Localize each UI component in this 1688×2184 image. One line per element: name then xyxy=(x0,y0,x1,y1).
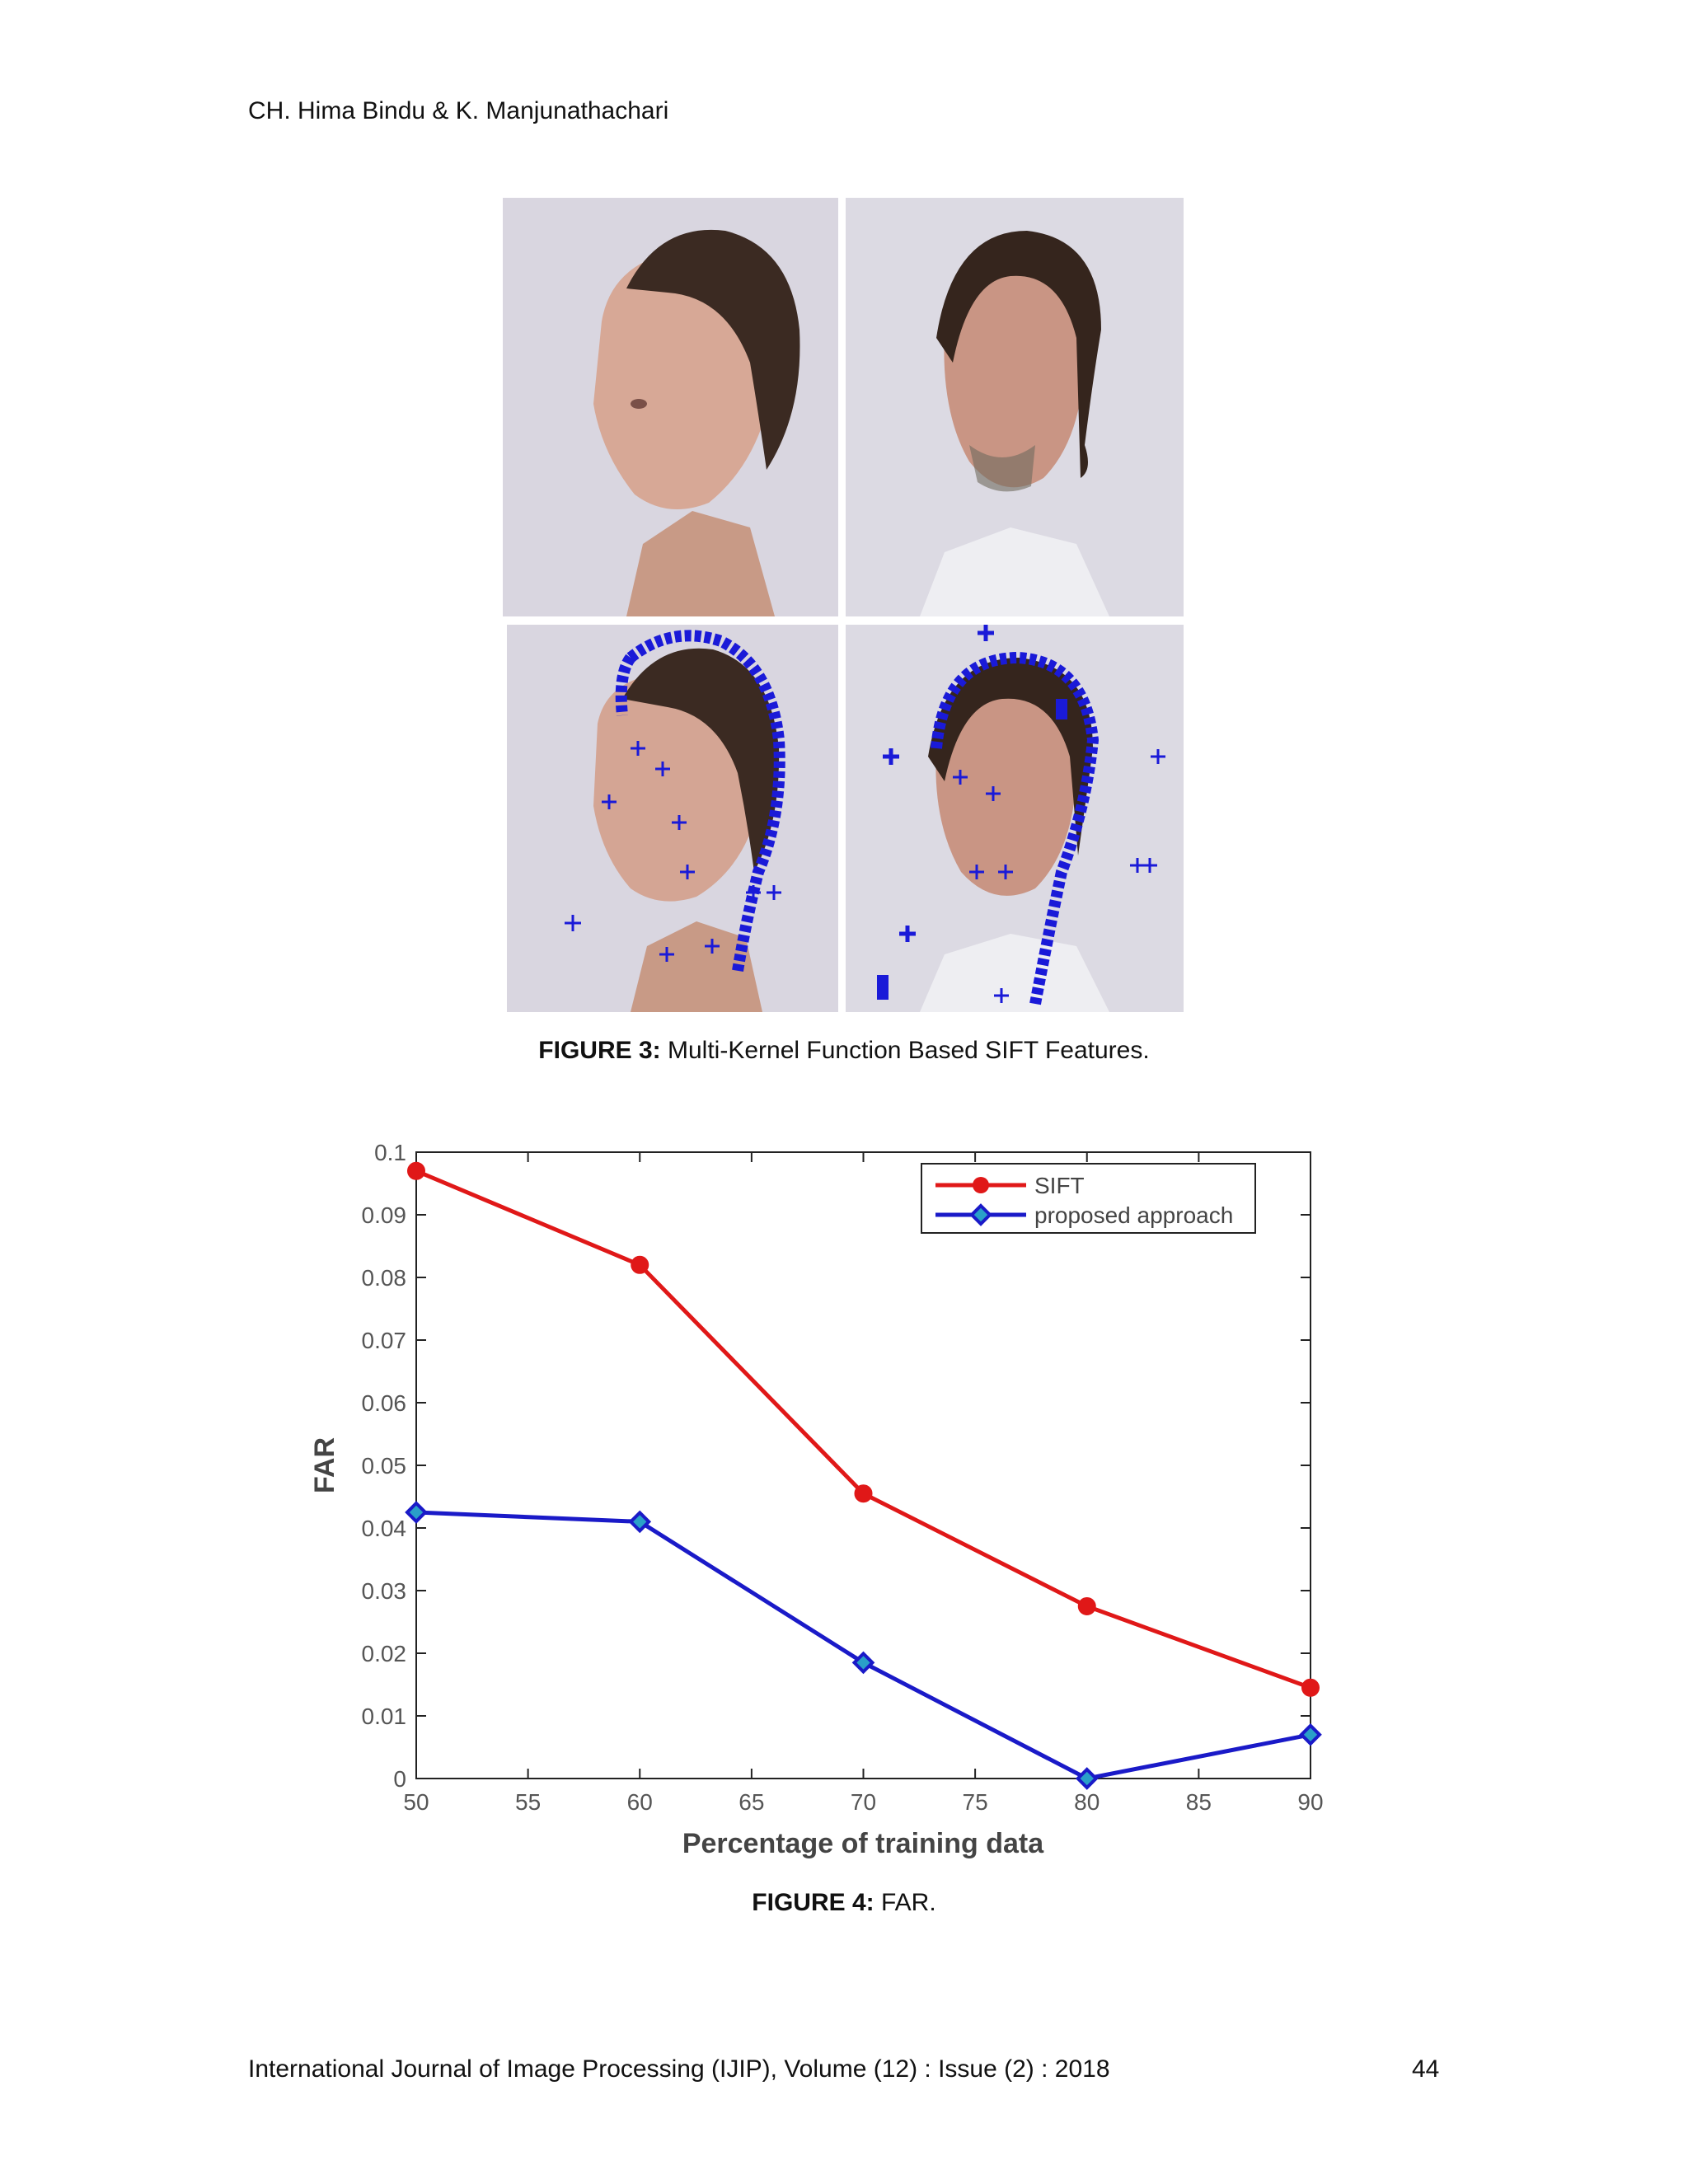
sift-keypoints xyxy=(565,630,785,972)
y-tick-label: 0.01 xyxy=(362,1704,407,1729)
y-tick-label: 0.03 xyxy=(362,1578,407,1604)
x-tick-label: 90 xyxy=(1297,1789,1323,1815)
data-point-sift xyxy=(407,1161,425,1180)
x-tick-label: 60 xyxy=(627,1789,653,1815)
data-point-sift xyxy=(1077,1597,1096,1615)
legend-marker-sift xyxy=(973,1177,989,1193)
figure-4-caption-text: FAR. xyxy=(881,1889,936,1916)
face-sift-1 xyxy=(507,625,838,1012)
y-tick-label: 0.07 xyxy=(362,1328,407,1353)
data-point-sift xyxy=(631,1255,649,1274)
chart-legend: SIFT proposed approach xyxy=(921,1163,1256,1234)
data-point-proposed xyxy=(1075,1767,1099,1790)
data-point-proposed xyxy=(851,1651,875,1675)
data-point-sift xyxy=(854,1484,873,1503)
figure-3 xyxy=(503,198,1184,1014)
x-tick-label: 55 xyxy=(515,1789,541,1815)
y-tick-label: 0.05 xyxy=(362,1453,407,1479)
x-tick-label: 80 xyxy=(1074,1789,1100,1815)
plot-area xyxy=(415,1151,1311,1779)
y-axis-label: FAR xyxy=(309,1437,340,1493)
y-tick-label: 0.09 xyxy=(362,1202,407,1228)
far-chart: 0 0.01 0.02 0.03 0.04 0.05 0.06 0.07 0.08 0.09 0.1… xyxy=(288,1121,1360,1879)
figure-4: 0 0.01 0.02 0.03 0.04 0.05 0.06 0.07 0.08 0.09 0.1… xyxy=(288,1121,1360,1883)
figure-3-caption-label: FIGURE 3: xyxy=(538,1037,661,1064)
face-photo-2 xyxy=(846,198,1184,616)
data-point-sift xyxy=(1301,1678,1320,1697)
x-tick-label: 75 xyxy=(963,1789,988,1815)
y-tick-label: 0.04 xyxy=(362,1516,407,1541)
figure-4-caption-label: FIGURE 4: xyxy=(752,1889,874,1916)
data-point-proposed xyxy=(628,1510,652,1534)
legend-label-2: proposed approach xyxy=(1034,1202,1233,1228)
figure-3-caption: FIGURE 3: Multi-Kernel Function Based SI… xyxy=(0,1037,1688,1065)
figure-4-caption: FIGURE 4: FAR. xyxy=(0,1889,1688,1917)
page-number: 44 xyxy=(1412,2055,1440,2083)
sift-keypoints-2 xyxy=(877,625,1165,1005)
x-axis-label: Percentage of training data xyxy=(682,1828,1044,1859)
running-head: CH. Hima Bindu & K. Manjunathachari xyxy=(248,97,669,124)
x-tick-label: 65 xyxy=(738,1789,764,1815)
legend-marker-proposed xyxy=(969,1203,992,1226)
footer-journal: International Journal of Image Processin… xyxy=(248,2055,1110,2083)
face-sift-2 xyxy=(846,625,1184,1012)
figure-3-caption-text: Multi-Kernel Function Based SIFT Feature… xyxy=(668,1037,1150,1064)
x-tick-label: 70 xyxy=(851,1789,876,1815)
data-point-proposed xyxy=(1299,1722,1322,1746)
y-tick-label: 0.08 xyxy=(362,1265,407,1291)
x-tick-label: 50 xyxy=(403,1789,429,1815)
face-photo-1 xyxy=(503,198,838,616)
y-tick-label: 0.02 xyxy=(362,1641,407,1666)
y-tick-label: 0.06 xyxy=(362,1390,407,1416)
x-tick-label: 85 xyxy=(1186,1789,1212,1815)
y-tick-label: 0.1 xyxy=(374,1140,406,1165)
data-point-proposed xyxy=(405,1501,428,1524)
y-tick-label: 0 xyxy=(393,1766,406,1792)
legend-label-1: SIFT xyxy=(1034,1173,1085,1198)
